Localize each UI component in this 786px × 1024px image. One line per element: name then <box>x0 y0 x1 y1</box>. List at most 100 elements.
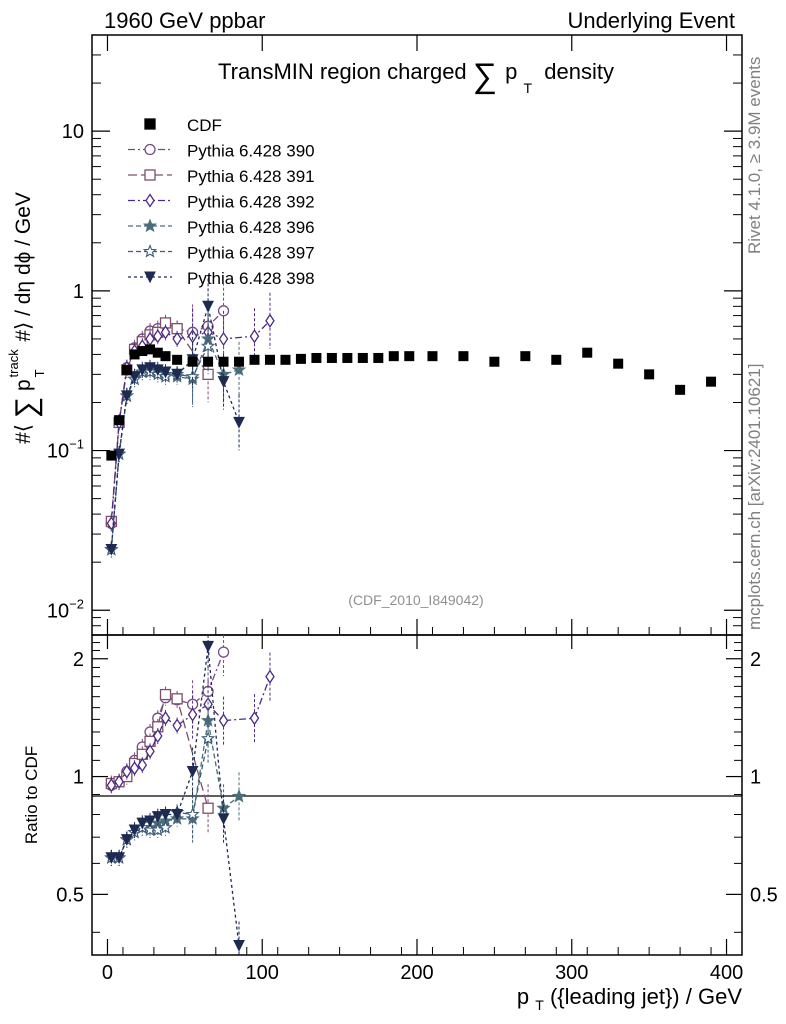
cdf-point <box>280 354 291 365</box>
cdf-point <box>121 364 132 375</box>
y-axis-label: #⟨ ∑ p track T #⟩ / dη dϕ / GeV <box>0 192 49 444</box>
ratio-point-5 <box>202 640 214 653</box>
x-tick-label: 300 <box>555 962 588 984</box>
ratio-y-tick-label: 2 <box>73 649 84 671</box>
cdf-point <box>311 352 322 363</box>
legend-marker-3 <box>142 218 158 233</box>
ratio-point-2 <box>122 764 132 779</box>
title-main: TransMIN region charged <box>218 59 467 84</box>
ratio-y-label: Ratio to CDF <box>22 746 41 844</box>
cdf-point <box>129 349 140 360</box>
title-p-sub: T <box>524 80 533 96</box>
cdf-point <box>145 344 156 355</box>
point-5 <box>113 448 125 461</box>
ratio-point-5 <box>105 852 118 865</box>
legend-label: CDF <box>187 116 222 135</box>
header-left: 1960 GeV ppbar <box>104 8 265 33</box>
watermark: (CDF_2010_I849042) <box>348 592 483 608</box>
cdf-point <box>427 351 438 362</box>
point-5 <box>159 366 172 379</box>
ratio-point-2 <box>265 669 275 684</box>
legend-marker-5 <box>144 271 156 284</box>
cdf-point <box>613 358 624 369</box>
side-label-top: Rivet 4.1.0, ≥ 3.9M events <box>745 57 764 254</box>
point-5 <box>128 371 141 383</box>
legend-label: Pythia 6.428 398 <box>187 269 315 288</box>
cdf-point <box>582 347 593 358</box>
point-3 <box>231 362 247 376</box>
ratio-panel: 0 100 200 300 400 0.5 0.5 1 1 2 2 <box>56 634 778 984</box>
point-2 <box>152 329 163 344</box>
cdf-point <box>203 356 214 367</box>
point-2 <box>172 331 182 347</box>
cdf-point <box>249 354 260 365</box>
point-2 <box>249 329 260 344</box>
ratio-point-2 <box>218 713 229 728</box>
cdf-point <box>404 351 415 362</box>
legend-marker-cdf <box>144 118 156 130</box>
ratio-point-1 <box>159 688 172 701</box>
legend-marker-0 <box>144 143 156 156</box>
cdf-point <box>234 356 245 367</box>
ylabel-post: #⟩ / dη dϕ / GeV <box>12 192 35 342</box>
point-5 <box>105 543 118 556</box>
ratio-point-4 <box>200 731 216 745</box>
legend-label: Pythia 6.428 390 <box>187 142 315 161</box>
cdf-point <box>388 351 399 362</box>
point-5 <box>217 376 230 388</box>
y-tick-label: 10−2 <box>47 596 84 622</box>
ratio-point-5 <box>151 811 164 823</box>
ratio-series-layer <box>104 635 275 955</box>
data-layer <box>106 344 717 461</box>
ratio-point-5 <box>136 817 149 830</box>
ratio-point-0 <box>217 646 230 658</box>
cdf-point <box>520 351 531 362</box>
legend-label: Pythia 6.428 397 <box>187 244 315 263</box>
ratio-point-5 <box>120 834 133 846</box>
cdf-point <box>551 354 562 365</box>
cdf-point <box>373 352 384 363</box>
xlabel-sub: T <box>535 997 544 1013</box>
ratio-frame <box>91 634 743 956</box>
cdf-point <box>106 450 117 461</box>
ratio-point-1 <box>171 693 183 705</box>
cdf-point <box>137 346 148 357</box>
point-5 <box>136 364 149 377</box>
ratio-point-1 <box>202 802 214 814</box>
cdf-point <box>172 354 183 365</box>
ratio-y-tick-label: 0.5 <box>56 884 84 906</box>
ratio-point-5 <box>217 813 230 826</box>
cdf-point <box>458 351 469 362</box>
x-tick-label: 0 <box>102 962 113 984</box>
title-tail: density <box>544 59 614 84</box>
ratio-y-tick-label: 1 <box>73 767 84 789</box>
cdf-point <box>160 351 171 362</box>
y-tick-label: 1 <box>73 281 84 303</box>
legend-marker-1 <box>144 169 156 181</box>
ylabel-sub: T <box>32 369 47 377</box>
ratio-point-4 <box>185 806 200 821</box>
ylabel-pre: #⟨ <box>12 424 35 444</box>
legend: CDF Pythia 6.428 390 Pythia 6.428 391 Pythi… <box>128 116 315 288</box>
cdf-point <box>357 352 368 363</box>
cdf-point <box>706 376 717 387</box>
ratio-point-2 <box>114 774 124 789</box>
x-tick-label: 200 <box>400 962 433 984</box>
header-right: Underlying Event <box>567 8 735 33</box>
cdf-point <box>675 384 686 395</box>
point-5 <box>233 416 245 429</box>
ratio-point-2 <box>249 710 260 726</box>
point-5 <box>171 368 184 381</box>
cdf-point <box>264 354 275 365</box>
legend-marker-2 <box>145 193 155 208</box>
cdf-point <box>489 356 500 367</box>
ratio-point-2 <box>129 761 140 776</box>
x-tick-label: 100 <box>246 962 279 984</box>
ratio-point-2 <box>106 778 117 793</box>
chart-title: TransMIN region charged ∑ p T density <box>218 57 614 98</box>
ratio-y-tick-label-right: 0.5 <box>750 884 778 906</box>
point-5 <box>120 390 133 403</box>
x-tick-label: 400 <box>710 962 743 984</box>
main-panel: 10 1 10−1 10−2 (CDF_2010_I849042) TransMIN … <box>47 34 743 636</box>
